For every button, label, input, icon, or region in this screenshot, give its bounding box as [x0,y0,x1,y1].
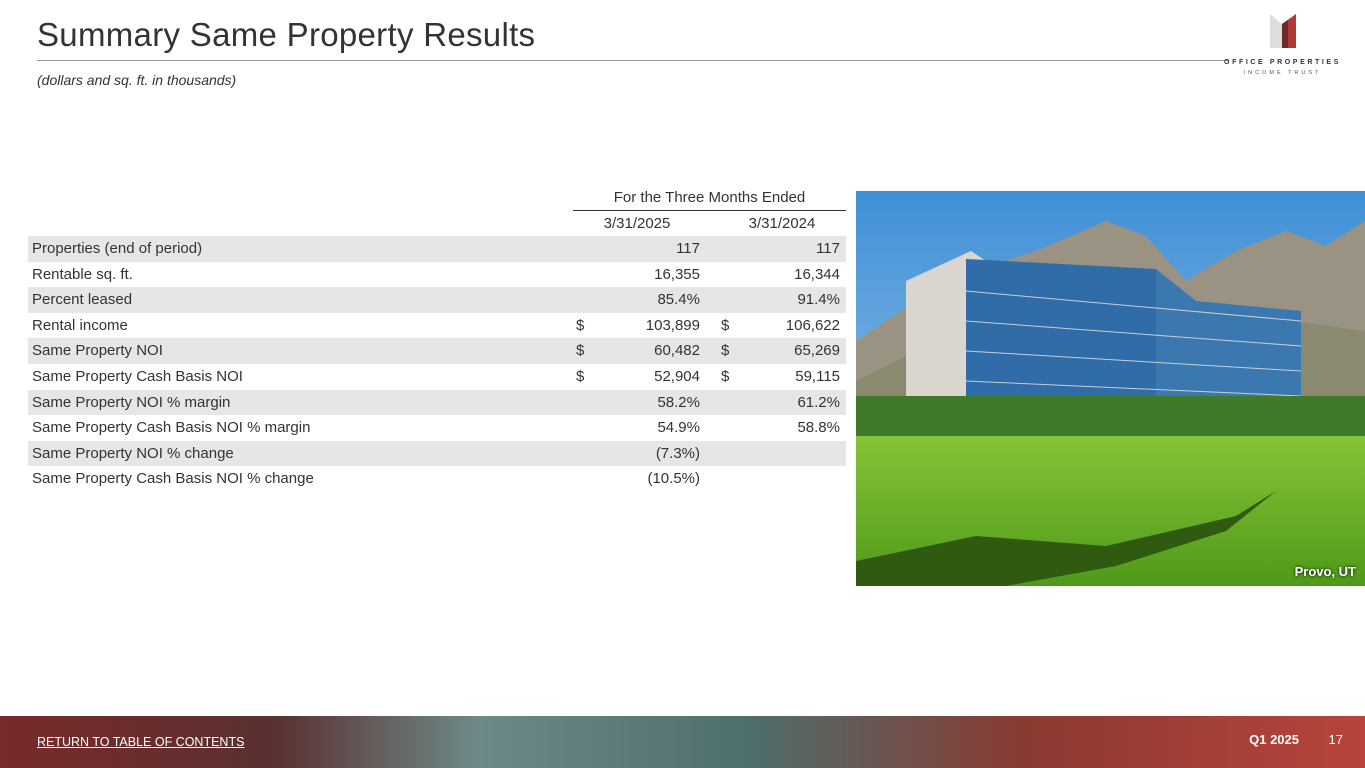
table-row: Rentable sq. ft. 16,355 16,344 [28,262,846,288]
logo-mark-icon [1269,14,1296,48]
value-2024: 106,622 [785,316,840,334]
value-2025: 103,899 [645,316,700,334]
header-divider [573,210,846,211]
table-row: Rental income 103,899 106,622 $ $ [28,313,846,339]
value-2025: (7.3%) [655,444,700,462]
row-label: Percent leased [32,291,133,309]
page-title: Summary Same Property Results [37,16,536,53]
value-2025: 52,904 [654,367,700,385]
value-2025: 85.4% [657,291,700,309]
value-2024: 65,269 [794,342,840,360]
property-photo: Provo, UT [856,191,1365,586]
currency-symbol: $ [721,316,730,334]
footer: RETURN TO TABLE OF CONTENTS Q1 2025 17 [0,716,1365,768]
value-2025: 117 [676,240,700,257]
row-label: Same Property Cash Basis NOI % change [32,470,314,488]
value-2024: 16,344 [794,265,840,283]
value-2024: 59,115 [795,367,840,385]
table-row: Properties (end of period) 117 117 [28,236,846,262]
company-logo: OFFICE PROPERTIES INCOME TRUST [1215,12,1350,76]
value-2024: 117 [816,240,840,257]
period-header: For the Three Months Ended [613,189,806,206]
currency-symbol: $ [721,367,730,385]
quarter-label: Q1 2025 [1249,732,1299,747]
title-divider [37,60,1229,61]
results-table: Properties (end of period) 117 117 Rentable… [28,236,846,492]
table-row: Same Property NOI % change (7.3%) [28,440,846,467]
value-2025: (10.5%) [647,470,700,488]
currency-symbol: $ [576,316,585,334]
row-label: Same Property NOI % change [32,444,234,462]
table-row: Same Property Cash Basis NOI % change (10… [28,466,846,492]
table-row: Same Property NOI 60,482 65,269 $ $ [28,338,846,364]
row-label: Rentable sq. ft. [32,265,133,283]
table-row: Same Property Cash Basis NOI 52,904 59,115… [28,364,846,390]
value-2024: 61.2% [797,393,840,411]
value-2025: 54.9% [657,419,700,437]
row-label: Rental income [32,316,128,334]
currency-symbol: $ [576,367,585,385]
page-subtitle: (dollars and sq. ft. in thousands) [37,72,237,88]
column-header: 3/31/2024 [718,215,846,237]
row-label: Properties (end of period) [32,240,203,257]
row-label: Same Property NOI [32,342,163,360]
currency-symbol: $ [576,342,585,360]
row-label: Same Property NOI % margin [32,393,231,411]
column-header: 3/31/2025 [573,215,701,237]
value-2025: 16,355 [654,265,700,283]
logo-text: OFFICE PROPERTIES [1224,59,1341,66]
value-2024: 58.8% [797,419,840,437]
value-2025: 58.2% [657,393,700,411]
logo-subtext: INCOME TRUST [1243,70,1322,76]
table-row: Same Property Cash Basis NOI % margin 54.… [28,415,846,441]
row-label: Same Property Cash Basis NOI [32,367,243,385]
value-2024: 91.4% [797,291,840,309]
table-row: Same Property NOI % margin 58.2% 61.2% [28,389,846,416]
return-to-toc-link[interactable]: RETURN TO TABLE OF CONTENTS [37,735,245,749]
row-label: Same Property Cash Basis NOI % margin [32,419,311,437]
table-row: Percent leased 85.4% 91.4% [28,287,846,313]
value-2025: 60,482 [654,342,700,360]
photo-caption: Provo, UT [1294,564,1356,579]
currency-symbol: $ [721,342,730,360]
page-number: 17 [1328,732,1343,747]
